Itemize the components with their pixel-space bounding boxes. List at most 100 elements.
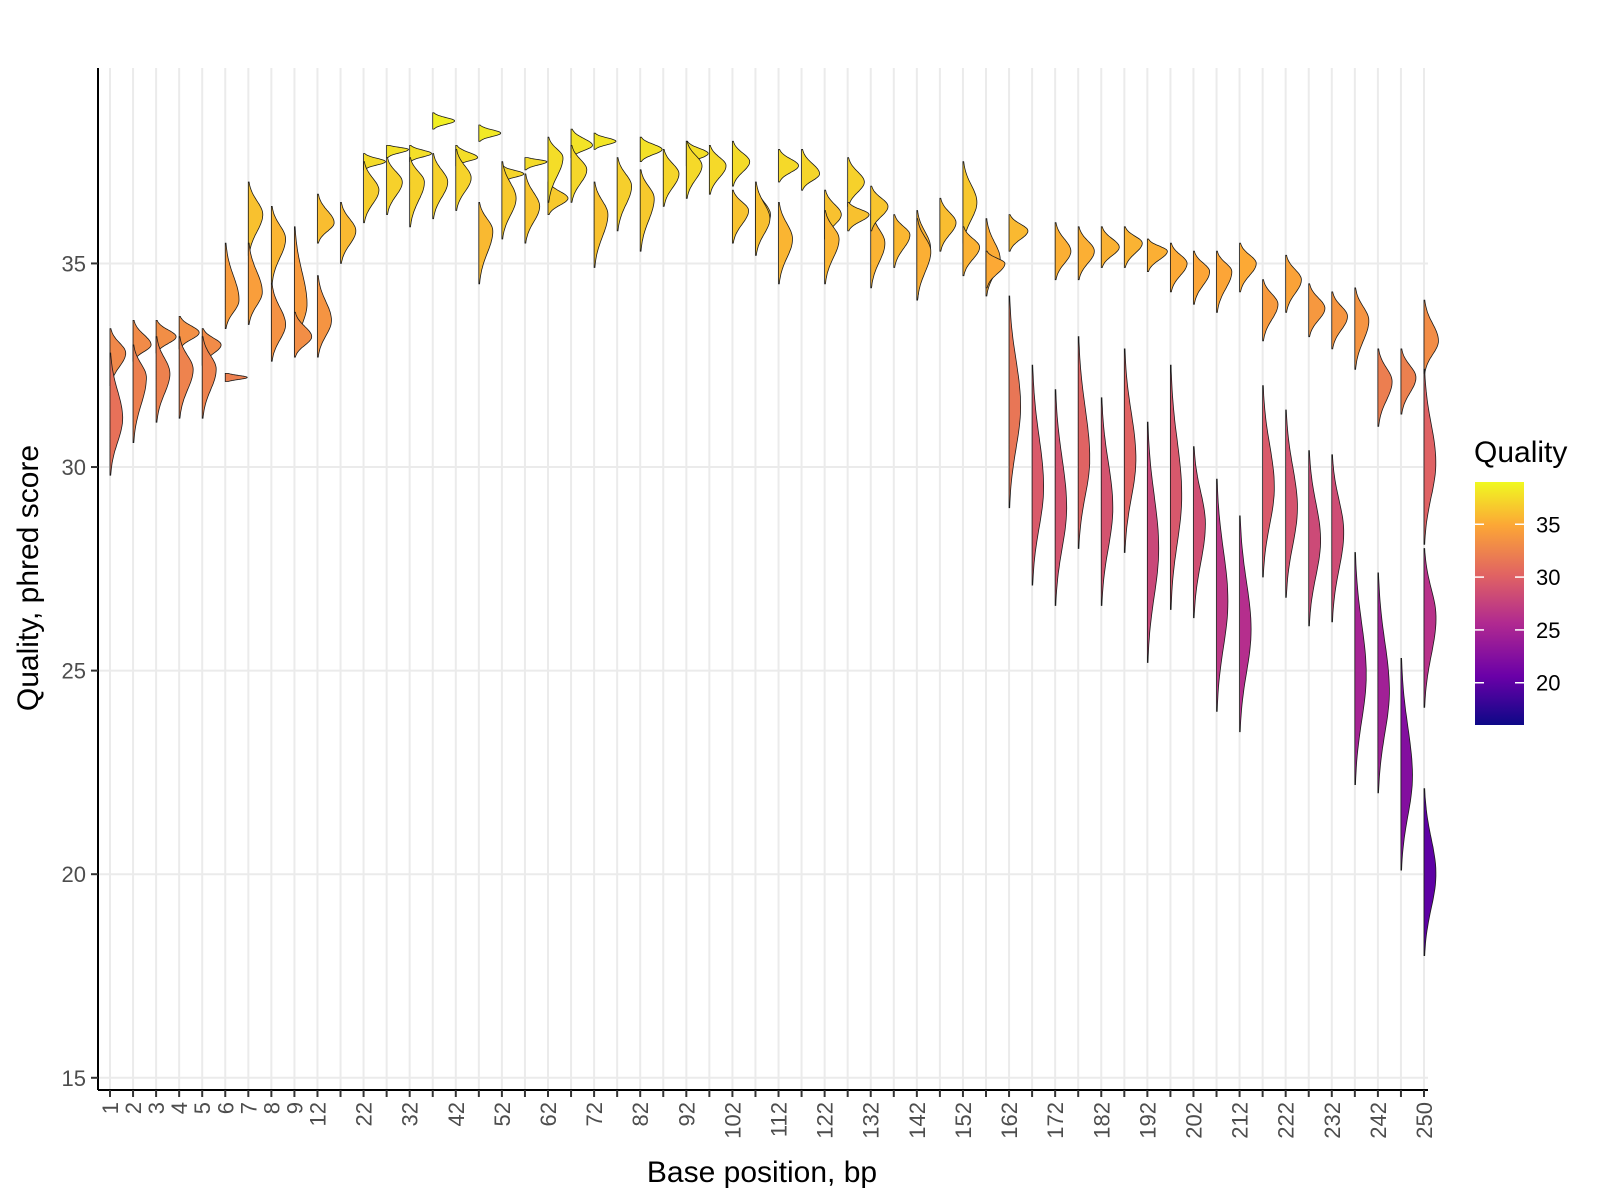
violin-shape (1423, 548, 1437, 708)
legend-title: Quality (1474, 436, 1567, 469)
violin-shape (916, 218, 932, 301)
violin-shape (1423, 788, 1437, 956)
x-tick-label: 232 (1320, 1102, 1345, 1139)
x-tick-label: 172 (1043, 1102, 1068, 1139)
y-tick-label: 15 (62, 1066, 86, 1091)
violin-shape (247, 181, 264, 256)
violin-shape (363, 161, 380, 224)
x-tick-label: 142 (905, 1102, 930, 1139)
violin-shape (639, 169, 655, 252)
violin-shape (870, 185, 889, 232)
x-tick-label: 4 (167, 1102, 192, 1114)
violin-shape (755, 181, 771, 256)
violin-shape (778, 202, 793, 285)
x-tick-label: 82 (628, 1102, 653, 1126)
violin-shape (1100, 226, 1120, 268)
x-tick-label: 9 (282, 1102, 307, 1114)
x-tick-label: 6 (213, 1102, 238, 1114)
violin-shape (778, 149, 799, 183)
x-tick-label: 152 (951, 1102, 976, 1139)
violin-shape (939, 197, 957, 252)
violin-shape (1308, 283, 1326, 338)
violin-shape (1031, 364, 1045, 586)
violin-shape (1308, 450, 1321, 627)
violin-shape (1170, 364, 1183, 610)
violin-shape (593, 132, 617, 150)
violin-shape (1146, 238, 1168, 272)
legend-ticks: 20 25 30 35 (1475, 512, 1560, 696)
violin-shape (155, 336, 171, 423)
violin-shape (801, 149, 821, 191)
violin-shape (1054, 389, 1068, 606)
x-tick-label: 212 (1228, 1102, 1253, 1139)
violin-shape (132, 344, 147, 443)
x-tick-label: 22 (352, 1102, 377, 1126)
violin-shape (1216, 250, 1233, 313)
x-tick-label: 92 (674, 1102, 699, 1126)
x-tick-label: 42 (444, 1102, 469, 1126)
y-ticks: 15 20 25 30 35 (62, 251, 98, 1091)
violin-shape (409, 157, 425, 228)
x-tick-label: 32 (398, 1102, 423, 1126)
violin-shape (340, 202, 357, 264)
violin-shape (570, 145, 588, 203)
violin-shape (1423, 299, 1439, 374)
violin-shape (1423, 368, 1437, 545)
violins (109, 112, 1439, 956)
violin-shape (847, 202, 870, 232)
violin-shape (847, 157, 865, 207)
violin-shape (893, 214, 911, 268)
y-tick-label: 30 (62, 455, 86, 480)
y-tick-label: 25 (62, 659, 86, 684)
violin-shape (1354, 552, 1367, 785)
legend-tick-label: 30 (1536, 565, 1560, 590)
violin-shape (616, 157, 633, 232)
violin-shape (1077, 226, 1095, 281)
violin-shape (1239, 515, 1252, 733)
violin-shape (1216, 478, 1229, 712)
violin-shape (1008, 295, 1022, 509)
violin-shape (1123, 226, 1143, 268)
violin-shape (1400, 658, 1413, 871)
x-tick-label: 182 (1089, 1102, 1114, 1139)
violin-shape (524, 157, 548, 171)
violin-shape (363, 153, 386, 171)
x-axis-title: Base position, bp (647, 1156, 877, 1189)
violin-shape (1123, 348, 1137, 553)
violin-shape (1008, 214, 1029, 252)
violin-shape (478, 124, 502, 142)
violin-shape (178, 316, 200, 350)
violin-shape (317, 193, 335, 244)
violin-shape (432, 153, 449, 220)
x-tick-label: 192 (1135, 1102, 1160, 1139)
x-tick-label: 3 (144, 1102, 169, 1114)
violin-shape (1239, 242, 1257, 293)
x-tick-label: 8 (259, 1102, 284, 1114)
x-tick-label: 52 (490, 1102, 515, 1126)
x-tick-label: 112 (767, 1102, 792, 1137)
axes (97, 68, 1428, 1091)
violin-shape (524, 173, 541, 244)
violin-shape (1285, 409, 1298, 598)
x-tick-label: 12 (305, 1102, 330, 1126)
x-tick-label: 122 (813, 1102, 838, 1139)
violin-shape (1331, 454, 1345, 623)
violin-shape (247, 242, 263, 325)
x-tick-label: 202 (1181, 1102, 1206, 1139)
violin-shape (178, 336, 194, 419)
x-tick-label: 1 (98, 1102, 123, 1114)
violin-shape (639, 136, 663, 162)
violin-shape (455, 149, 472, 211)
violin-shape (1193, 250, 1210, 305)
violin-shape (201, 336, 217, 419)
violin-shape (270, 206, 287, 285)
violin-shape (294, 311, 313, 358)
x-tick-label: 5 (190, 1102, 215, 1114)
violin-shape (1354, 287, 1370, 370)
violin-shape (1262, 385, 1275, 578)
violin-shape (962, 161, 978, 244)
violin-shape (109, 352, 124, 476)
x-tick-label: 250 (1412, 1102, 1437, 1139)
